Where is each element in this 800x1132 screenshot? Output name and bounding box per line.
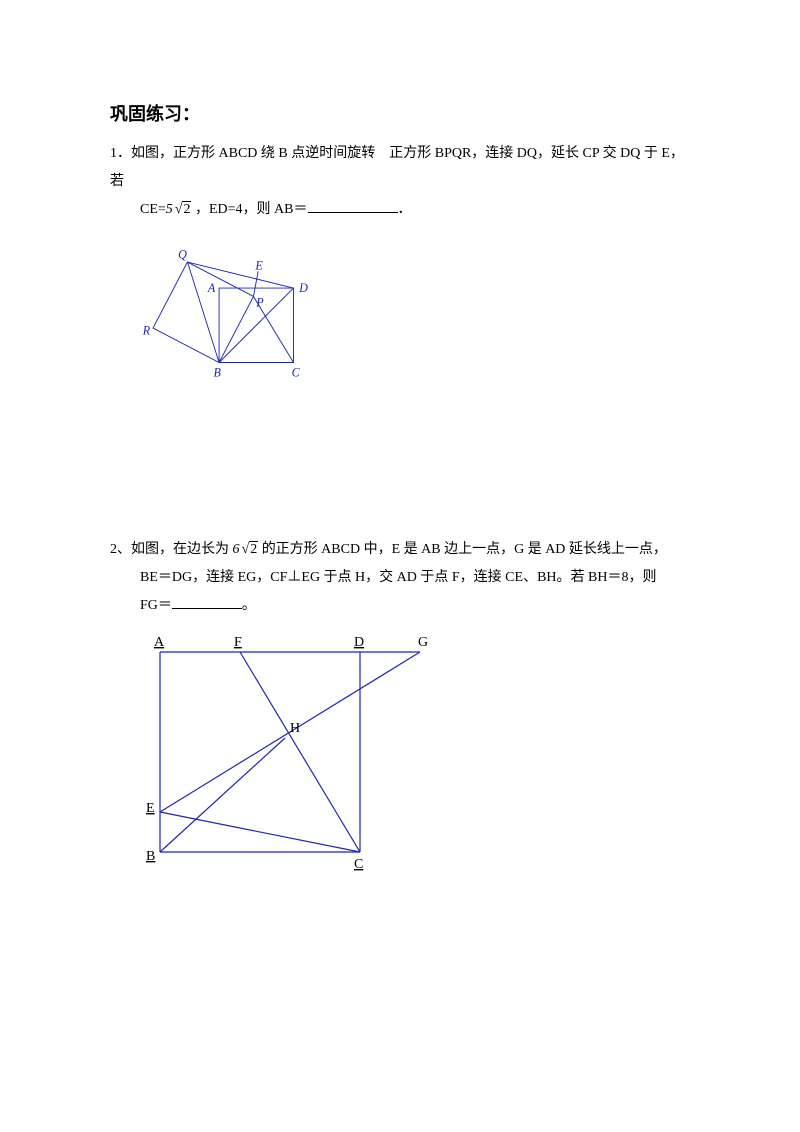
svg-text:F: F [234, 635, 242, 650]
problem-1: 1．如图，正方形 ABCD 绕 B 点逆时间旋转 正方形 BPQR，连接 DQ，… [110, 140, 690, 224]
figure-2: A F D G H E B C [140, 632, 690, 892]
svg-text:D: D [298, 281, 308, 295]
problem-2-line3: FG＝ [140, 598, 172, 613]
svg-text:G: G [418, 635, 428, 650]
problem-2-line1b: 的正方形 ABCD 中，E 是 AB 边上一点，G 是 AD 延长线上一点， [258, 542, 667, 557]
svg-text:P: P [255, 296, 264, 310]
svg-text:Q: Q [178, 247, 187, 261]
answer-blank-1 [308, 198, 398, 213]
sqrt-icon: 2 [240, 536, 259, 564]
problem-1-coeff: 5 [166, 202, 173, 217]
problem-2-line2: BE＝DG，连接 EG，CF⊥EG 于点 H，交 AD 于点 F，连接 CE、B… [140, 570, 656, 585]
answer-blank-2 [172, 594, 242, 609]
problem-2-coeff: 6 [233, 542, 240, 557]
svg-text:H: H [290, 721, 300, 736]
svg-text:B: B [146, 849, 155, 864]
svg-text:C: C [354, 857, 363, 872]
sqrt-icon: 2 [173, 196, 192, 224]
svg-text:E: E [254, 258, 263, 272]
svg-text:A: A [154, 635, 165, 650]
svg-text:E: E [146, 801, 155, 816]
problem-1-ce: CE= [140, 202, 166, 217]
svg-text:B: B [213, 365, 221, 379]
problem-1-ed: ，ED=4，则 AB＝ [191, 202, 307, 217]
problem-2: 2、如图，在边长为 62 的正方形 ABCD 中，E 是 AB 边上一点，G 是… [110, 536, 690, 620]
svg-text:D: D [354, 635, 364, 650]
problem-1-number: 1． [110, 146, 131, 161]
sqrt-value: 2 [249, 541, 258, 557]
problem-1-period: ． [398, 202, 412, 217]
svg-text:C: C [292, 365, 301, 379]
problem-2-number: 2、 [110, 542, 131, 557]
svg-text:R: R [142, 324, 151, 338]
section-title: 巩固练习： [110, 100, 690, 126]
svg-text:A: A [207, 281, 216, 295]
problem-2-period: 。 [242, 598, 256, 613]
sqrt-value: 2 [182, 201, 191, 217]
problem-2-line1a: 如图，在边长为 [131, 542, 233, 557]
problem-1-line1: 如图，正方形 ABCD 绕 B 点逆时间旋转 正方形 BPQR，连接 DQ，延长… [110, 146, 684, 189]
figure-1: Q E D A P R B C [140, 236, 690, 396]
